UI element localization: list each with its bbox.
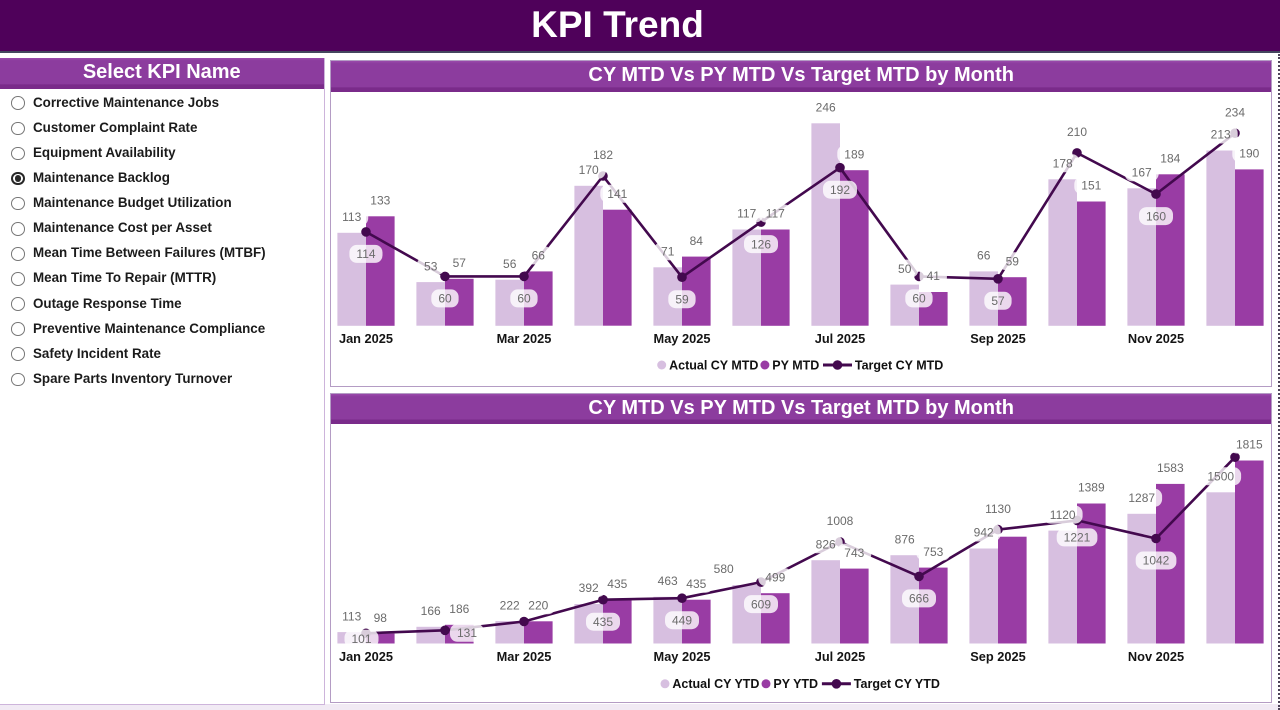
svg-text:184: 184 <box>1160 152 1180 166</box>
svg-text:942: 942 <box>974 526 994 540</box>
svg-text:71: 71 <box>661 245 675 259</box>
svg-text:189: 189 <box>844 147 864 161</box>
svg-text:Actual CY MTD: Actual CY MTD <box>669 358 758 372</box>
svg-text:234: 234 <box>1225 105 1245 119</box>
svg-text:743: 743 <box>844 546 864 560</box>
svg-text:Jul 2025: Jul 2025 <box>815 649 866 664</box>
svg-text:57: 57 <box>453 256 467 270</box>
svg-text:392: 392 <box>579 581 599 595</box>
svg-text:Jan 2025: Jan 2025 <box>339 331 393 346</box>
svg-text:Sep 2025: Sep 2025 <box>970 649 1026 664</box>
svg-text:213: 213 <box>1211 128 1231 142</box>
svg-text:1815: 1815 <box>1236 438 1263 452</box>
svg-text:222: 222 <box>500 598 520 612</box>
svg-text:66: 66 <box>532 249 546 263</box>
svg-text:Mar 2025: Mar 2025 <box>497 331 552 346</box>
svg-text:117: 117 <box>766 207 785 221</box>
svg-text:114: 114 <box>356 247 375 261</box>
svg-text:876: 876 <box>895 532 915 546</box>
svg-text:56: 56 <box>503 257 517 271</box>
svg-text:50: 50 <box>898 262 912 276</box>
svg-text:499: 499 <box>765 570 785 584</box>
svg-text:210: 210 <box>1067 125 1087 139</box>
svg-text:435: 435 <box>593 615 613 629</box>
svg-text:133: 133 <box>370 194 390 208</box>
svg-text:Jul 2025: Jul 2025 <box>815 331 866 346</box>
svg-text:160: 160 <box>1146 209 1166 223</box>
svg-text:126: 126 <box>751 237 771 251</box>
svg-text:131: 131 <box>457 626 477 640</box>
svg-text:1389: 1389 <box>1078 481 1105 495</box>
svg-text:151: 151 <box>1081 179 1101 193</box>
svg-text:166: 166 <box>421 604 441 618</box>
svg-text:101: 101 <box>351 632 371 646</box>
svg-text:PY MTD: PY MTD <box>772 358 819 372</box>
svg-text:Nov 2025: Nov 2025 <box>1128 331 1184 346</box>
svg-text:57: 57 <box>991 294 1005 308</box>
svg-text:May 2025: May 2025 <box>654 649 711 664</box>
svg-text:60: 60 <box>517 292 531 306</box>
svg-text:84: 84 <box>690 234 704 248</box>
svg-text:186: 186 <box>449 602 469 616</box>
svg-text:PY YTD: PY YTD <box>773 677 818 691</box>
svg-text:59: 59 <box>1006 254 1020 268</box>
svg-text:246: 246 <box>816 101 836 115</box>
svg-text:435: 435 <box>607 577 627 591</box>
svg-text:Jan 2025: Jan 2025 <box>339 649 393 664</box>
svg-text:1008: 1008 <box>827 514 854 528</box>
svg-text:1583: 1583 <box>1157 461 1184 475</box>
svg-text:167: 167 <box>1132 166 1152 180</box>
svg-text:Target CY MTD: Target CY MTD <box>855 358 943 372</box>
svg-text:753: 753 <box>923 545 943 559</box>
svg-text:113: 113 <box>342 609 361 623</box>
svg-text:826: 826 <box>816 537 836 551</box>
svg-text:66: 66 <box>977 249 991 263</box>
svg-text:Mar 2025: Mar 2025 <box>497 649 552 664</box>
svg-text:580: 580 <box>714 562 734 576</box>
svg-text:41: 41 <box>927 269 941 283</box>
svg-text:59: 59 <box>675 292 689 306</box>
svg-text:60: 60 <box>912 292 926 306</box>
svg-text:1130: 1130 <box>985 502 1011 516</box>
svg-text:178: 178 <box>1053 157 1073 171</box>
svg-text:Sep 2025: Sep 2025 <box>970 331 1026 346</box>
svg-text:190: 190 <box>1239 147 1259 161</box>
svg-text:170: 170 <box>579 163 599 177</box>
svg-text:1042: 1042 <box>1143 554 1170 568</box>
svg-text:609: 609 <box>751 597 771 611</box>
svg-text:1221: 1221 <box>1064 531 1091 545</box>
svg-text:Nov 2025: Nov 2025 <box>1128 649 1184 664</box>
svg-text:1120: 1120 <box>1050 508 1076 522</box>
svg-text:60: 60 <box>438 292 452 306</box>
svg-text:98: 98 <box>374 611 388 625</box>
svg-text:141: 141 <box>607 187 627 201</box>
svg-text:113: 113 <box>342 210 361 224</box>
svg-text:435: 435 <box>686 577 706 591</box>
svg-text:May 2025: May 2025 <box>654 331 711 346</box>
svg-text:220: 220 <box>528 599 548 613</box>
svg-text:53: 53 <box>424 259 438 273</box>
svg-text:192: 192 <box>830 183 850 197</box>
svg-text:1500: 1500 <box>1207 470 1234 484</box>
svg-text:Target CY YTD: Target CY YTD <box>854 677 940 691</box>
svg-text:Actual CY YTD: Actual CY YTD <box>672 677 759 691</box>
svg-text:449: 449 <box>672 613 692 627</box>
svg-text:666: 666 <box>909 592 929 606</box>
svg-text:463: 463 <box>658 574 678 588</box>
svg-text:1287: 1287 <box>1128 491 1155 505</box>
svg-text:182: 182 <box>593 148 613 162</box>
svg-text:117: 117 <box>737 207 756 221</box>
